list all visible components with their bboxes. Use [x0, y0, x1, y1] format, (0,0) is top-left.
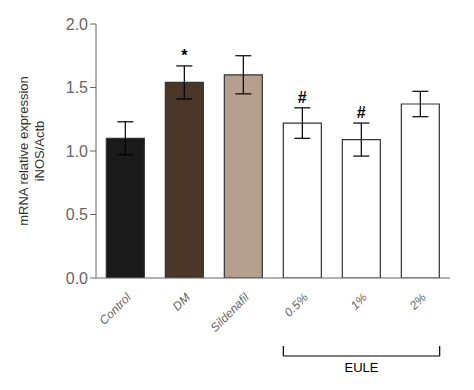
svg-text:0.5: 0.5 [66, 206, 88, 223]
svg-text:*: * [181, 47, 188, 64]
svg-text:1.0: 1.0 [66, 143, 88, 160]
svg-text:0.0: 0.0 [66, 270, 88, 287]
svg-text:mRNA relative expressioniNOS/A: mRNA relative expressioniNOS/Actb [16, 76, 47, 226]
svg-text:2.0: 2.0 [66, 16, 88, 33]
svg-text:2%: 2% [406, 290, 429, 313]
svg-text:1.5: 1.5 [66, 79, 88, 96]
svg-text:#: # [298, 89, 307, 106]
svg-text:Control: Control [97, 290, 134, 327]
svg-text:1%: 1% [348, 290, 370, 312]
svg-text:Sildenafil: Sildenafil [208, 290, 253, 335]
svg-text:0.5%: 0.5% [282, 290, 311, 319]
svg-text:EULE: EULE [345, 360, 379, 375]
svg-text:DM: DM [170, 290, 193, 313]
svg-text:#: # [357, 104, 366, 121]
